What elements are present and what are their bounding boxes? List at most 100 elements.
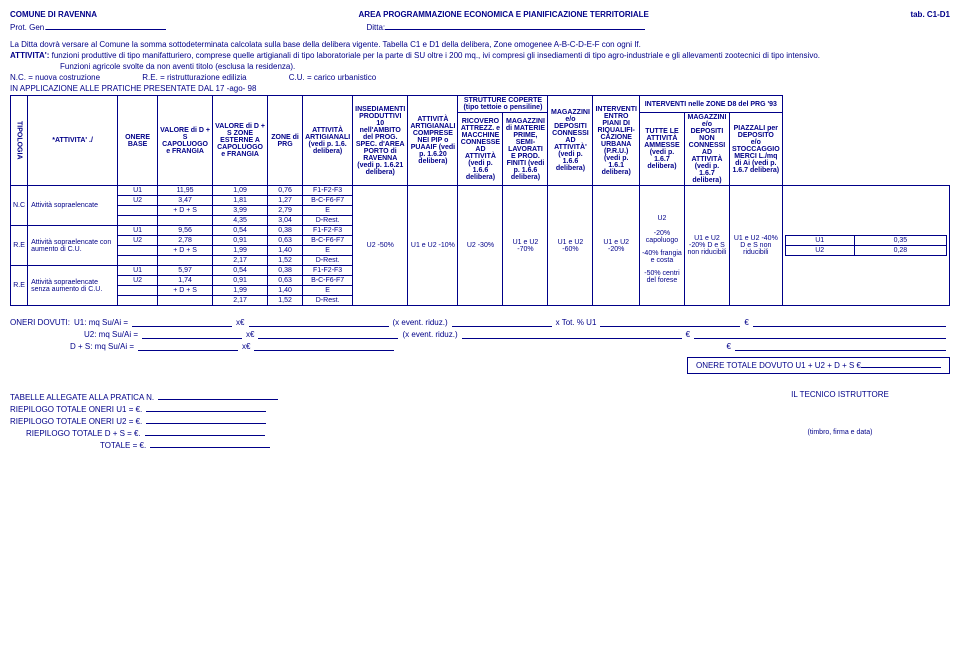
onere-cell bbox=[158, 216, 213, 226]
pct-c10b: U1 e U2 -60% bbox=[548, 186, 593, 306]
zone-cell: D-Rest. bbox=[303, 296, 353, 306]
v1-cell: 1,09 bbox=[213, 186, 268, 196]
v1-cell: 1,81 bbox=[213, 196, 268, 206]
header: COMUNE DI RAVENNA AREA PROGRAMMAZIONE EC… bbox=[10, 10, 950, 19]
u-cell: U2 bbox=[118, 236, 158, 246]
group-label: Attività sopraelencate bbox=[28, 186, 118, 226]
v1-cell: 3,99 bbox=[213, 206, 268, 216]
v1-cell: 0,54 bbox=[213, 226, 268, 236]
v2-cell: 1,52 bbox=[268, 296, 303, 306]
zone-cell: B-C-F6-F7 bbox=[303, 196, 353, 206]
ditta-field[interactable] bbox=[385, 29, 645, 30]
group-tag: N.C bbox=[11, 186, 28, 226]
oneri-field[interactable] bbox=[142, 338, 242, 339]
group-label: Attività sopraelencate con aumento di C.… bbox=[28, 226, 118, 266]
oneri-field[interactable] bbox=[138, 350, 238, 351]
prot-field[interactable] bbox=[46, 29, 166, 30]
oneri-field[interactable] bbox=[735, 350, 946, 351]
u-cell: U1 bbox=[118, 266, 158, 276]
col-10h: STRUTTURE COPERTE (tipo tettoie o pensil… bbox=[458, 96, 548, 113]
col-9: ATTIVITÀ ARTIGIANALI COMPRESE NEI PIP o … bbox=[408, 96, 458, 186]
col-tipologia: TIPOLOGIA bbox=[11, 96, 28, 186]
oneri-field[interactable] bbox=[452, 326, 552, 327]
oneri-eur: € bbox=[744, 318, 748, 327]
ditta-label: Ditta: bbox=[366, 23, 385, 32]
group-label: Attività sopraelencate senza aumento di … bbox=[28, 266, 118, 306]
prot-label: Prot. Gen. bbox=[10, 23, 46, 32]
bl-t2: RIEPILOGO TOTALE ONERI U1 = €. bbox=[10, 405, 142, 414]
oneri-field[interactable] bbox=[132, 326, 232, 327]
col-attivita: *ATTIVITA' ./ bbox=[28, 96, 118, 186]
pct-piazzali: U10,35U20,28 bbox=[782, 186, 949, 306]
onere-cell: 9,56 bbox=[158, 226, 213, 236]
oneri-field[interactable] bbox=[694, 338, 946, 339]
col-13h: INTERVENTI nelle ZONE D8 del PRG '93 bbox=[639, 96, 782, 113]
onere-cell: + D + S bbox=[158, 246, 213, 256]
intro-line4: N.C. = nuova costruzione R.E. = ristrutt… bbox=[10, 73, 950, 82]
totale-box: ONERE TOTALE DOVUTO U1 + U2 + D + S € bbox=[687, 357, 950, 374]
zone-cell: D-Rest. bbox=[303, 256, 353, 266]
pct-c13a: U1 e U2 -20% D e S non riducibili bbox=[684, 186, 729, 306]
v2-cell: 1,52 bbox=[268, 256, 303, 266]
oneri-field[interactable] bbox=[753, 326, 946, 327]
v2-cell: 1,40 bbox=[268, 246, 303, 256]
v2-cell: 2,79 bbox=[268, 206, 303, 216]
onere-cell bbox=[158, 256, 213, 266]
onere-cell: + D + S bbox=[158, 206, 213, 216]
col-valore2: VALORE di D + S ZONE ESTERNE A CAPOLUOGO… bbox=[213, 96, 268, 186]
pct-col12: U2-20% capoluogo-40% frangia e costa-50%… bbox=[639, 186, 684, 306]
v2-cell: 1,27 bbox=[268, 196, 303, 206]
oneri-tot: x Tot. % U1 bbox=[556, 318, 597, 327]
oneri-field[interactable] bbox=[249, 326, 389, 327]
zone-cell: F1-F2-F3 bbox=[303, 266, 353, 276]
zone-cell: E bbox=[303, 246, 353, 256]
onere-cell: 11,95 bbox=[158, 186, 213, 196]
app-title: IN APPLICAZIONE ALLE PRATICHE PRESENTATE… bbox=[10, 84, 950, 93]
pct-c7: U2 -50% bbox=[353, 186, 408, 306]
oneri-field[interactable] bbox=[462, 338, 682, 339]
bottom-section: TABELLE ALLEGATE ALLA PRATICA N. RIEPILO… bbox=[10, 390, 950, 453]
col-11: MAGAZZINI e/o DEPOSITI CONNESSI AD ATTIV… bbox=[548, 96, 593, 186]
v2-cell: 0,38 bbox=[268, 226, 303, 236]
u-cell bbox=[118, 246, 158, 256]
col-10a: RICOVERO ATTREZZ. e MACCHINE CONNESSE AD… bbox=[458, 113, 503, 186]
oneri-field[interactable] bbox=[254, 350, 394, 351]
group-tag: R.E bbox=[11, 226, 28, 266]
onere-cell: 2,78 bbox=[158, 236, 213, 246]
intro-line3: Funzioni agricole svolte da non aventi t… bbox=[10, 62, 950, 71]
u-cell: U1 bbox=[118, 186, 158, 196]
col-13b: MAGAZZINI e/o DEPOSITI NON CONNESSI AD A… bbox=[684, 113, 729, 186]
v2-cell: 0,38 bbox=[268, 266, 303, 276]
group-tag: R.E bbox=[11, 266, 28, 306]
col-zone: ZONE di PRG bbox=[268, 96, 303, 186]
u-cell bbox=[118, 256, 158, 266]
oneri-field[interactable] bbox=[600, 326, 740, 327]
oneri-title: ONERI DOVUTI: bbox=[10, 318, 70, 327]
table-row: N.CAttività sopraelencateU111,951,090,76… bbox=[11, 186, 950, 196]
main-table: TIPOLOGIA *ATTIVITA' ./ ONERE BASE VALOR… bbox=[10, 95, 950, 306]
v1-cell: 0,91 bbox=[213, 276, 268, 286]
intro-line2: ATTIVITA': funzioni produttive di tipo m… bbox=[10, 51, 950, 60]
bl-t3: RIEPILOGO TOTALE ONERI U2 = €. bbox=[10, 417, 142, 426]
zone-cell: D-Rest. bbox=[303, 216, 353, 226]
oneri-r1: U1: mq Su/Ai = bbox=[74, 318, 128, 327]
u-cell bbox=[118, 206, 158, 216]
col-8: INSEDIAMENTI PRODUTTIVI 10 nell'AMBITO d… bbox=[353, 96, 408, 186]
oneri-ev: (x event. riduz.) bbox=[393, 318, 448, 327]
col-10b: MAGAZZINI di MATERIE PRIME, SEMI-LAVORAT… bbox=[503, 113, 548, 186]
v1-cell: 1,99 bbox=[213, 286, 268, 296]
onere-cell: + D + S bbox=[158, 286, 213, 296]
bl-t1: TABELLE ALLEGATE ALLA PRATICA N. bbox=[10, 393, 154, 402]
prot-row: Prot. Gen. Ditta: bbox=[10, 23, 950, 32]
pct-c10a: U1 e U2 -70% bbox=[503, 186, 548, 306]
tab-label: tab. C1-D1 bbox=[910, 10, 950, 19]
oneri-field[interactable] bbox=[258, 338, 398, 339]
zone-cell: F1-F2-F3 bbox=[303, 226, 353, 236]
col-13a: TUTTE LE ATTIVITÀ AMMESSE (vedi p. 1.6.7… bbox=[639, 113, 684, 186]
tecnico-label: IL TECNICO ISTRUTTORE bbox=[730, 390, 950, 399]
v2-cell: 1,40 bbox=[268, 286, 303, 296]
oneri-section: ONERI DOVUTI: U1: mq Su/Ai = x€ (x event… bbox=[10, 318, 950, 374]
col-valore1: VALORE di D + S CAPOLUOGO e FRANGIA bbox=[158, 96, 213, 186]
u-cell bbox=[118, 296, 158, 306]
u-cell bbox=[118, 216, 158, 226]
